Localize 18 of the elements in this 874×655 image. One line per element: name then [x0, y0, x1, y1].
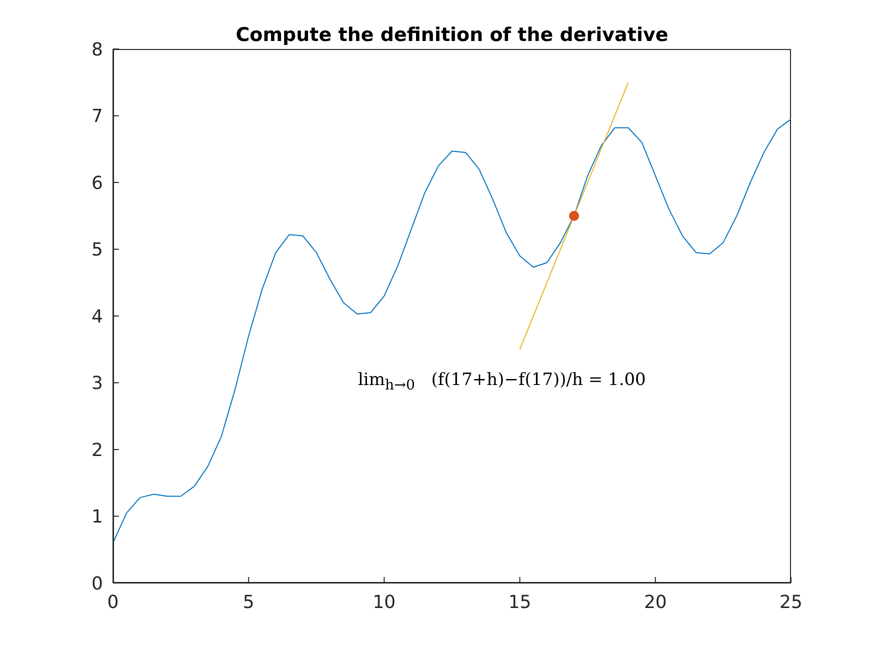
y-tick-label: 1 [92, 506, 103, 528]
line-series [113, 118, 791, 544]
x-tick-label: 25 [780, 592, 802, 613]
x-tick-label: 20 [644, 592, 667, 613]
y-tick-label: 0 [92, 573, 103, 594]
y-tick-label: 8 [92, 39, 103, 60]
y-tick-label: 5 [92, 240, 103, 261]
chart-title: Compute the definition of the derivative [234, 24, 670, 46]
y-tick-label: 4 [92, 306, 103, 328]
x-tick-label: 0 [107, 592, 119, 613]
y-tick-label: 3 [92, 373, 103, 394]
x-tick-label: 10 [372, 592, 396, 613]
x-tick-label: 5 [242, 592, 254, 613]
annotation: lim$_{h→0}$ (f(17+h)−f(17))/h = 1.00 [358, 370, 646, 394]
y-tick-label: 2 [92, 440, 103, 461]
x-tick-label: 15 [508, 592, 532, 613]
y-tick-label: 7 [92, 106, 103, 128]
y-tick-label: 6 [92, 172, 103, 194]
